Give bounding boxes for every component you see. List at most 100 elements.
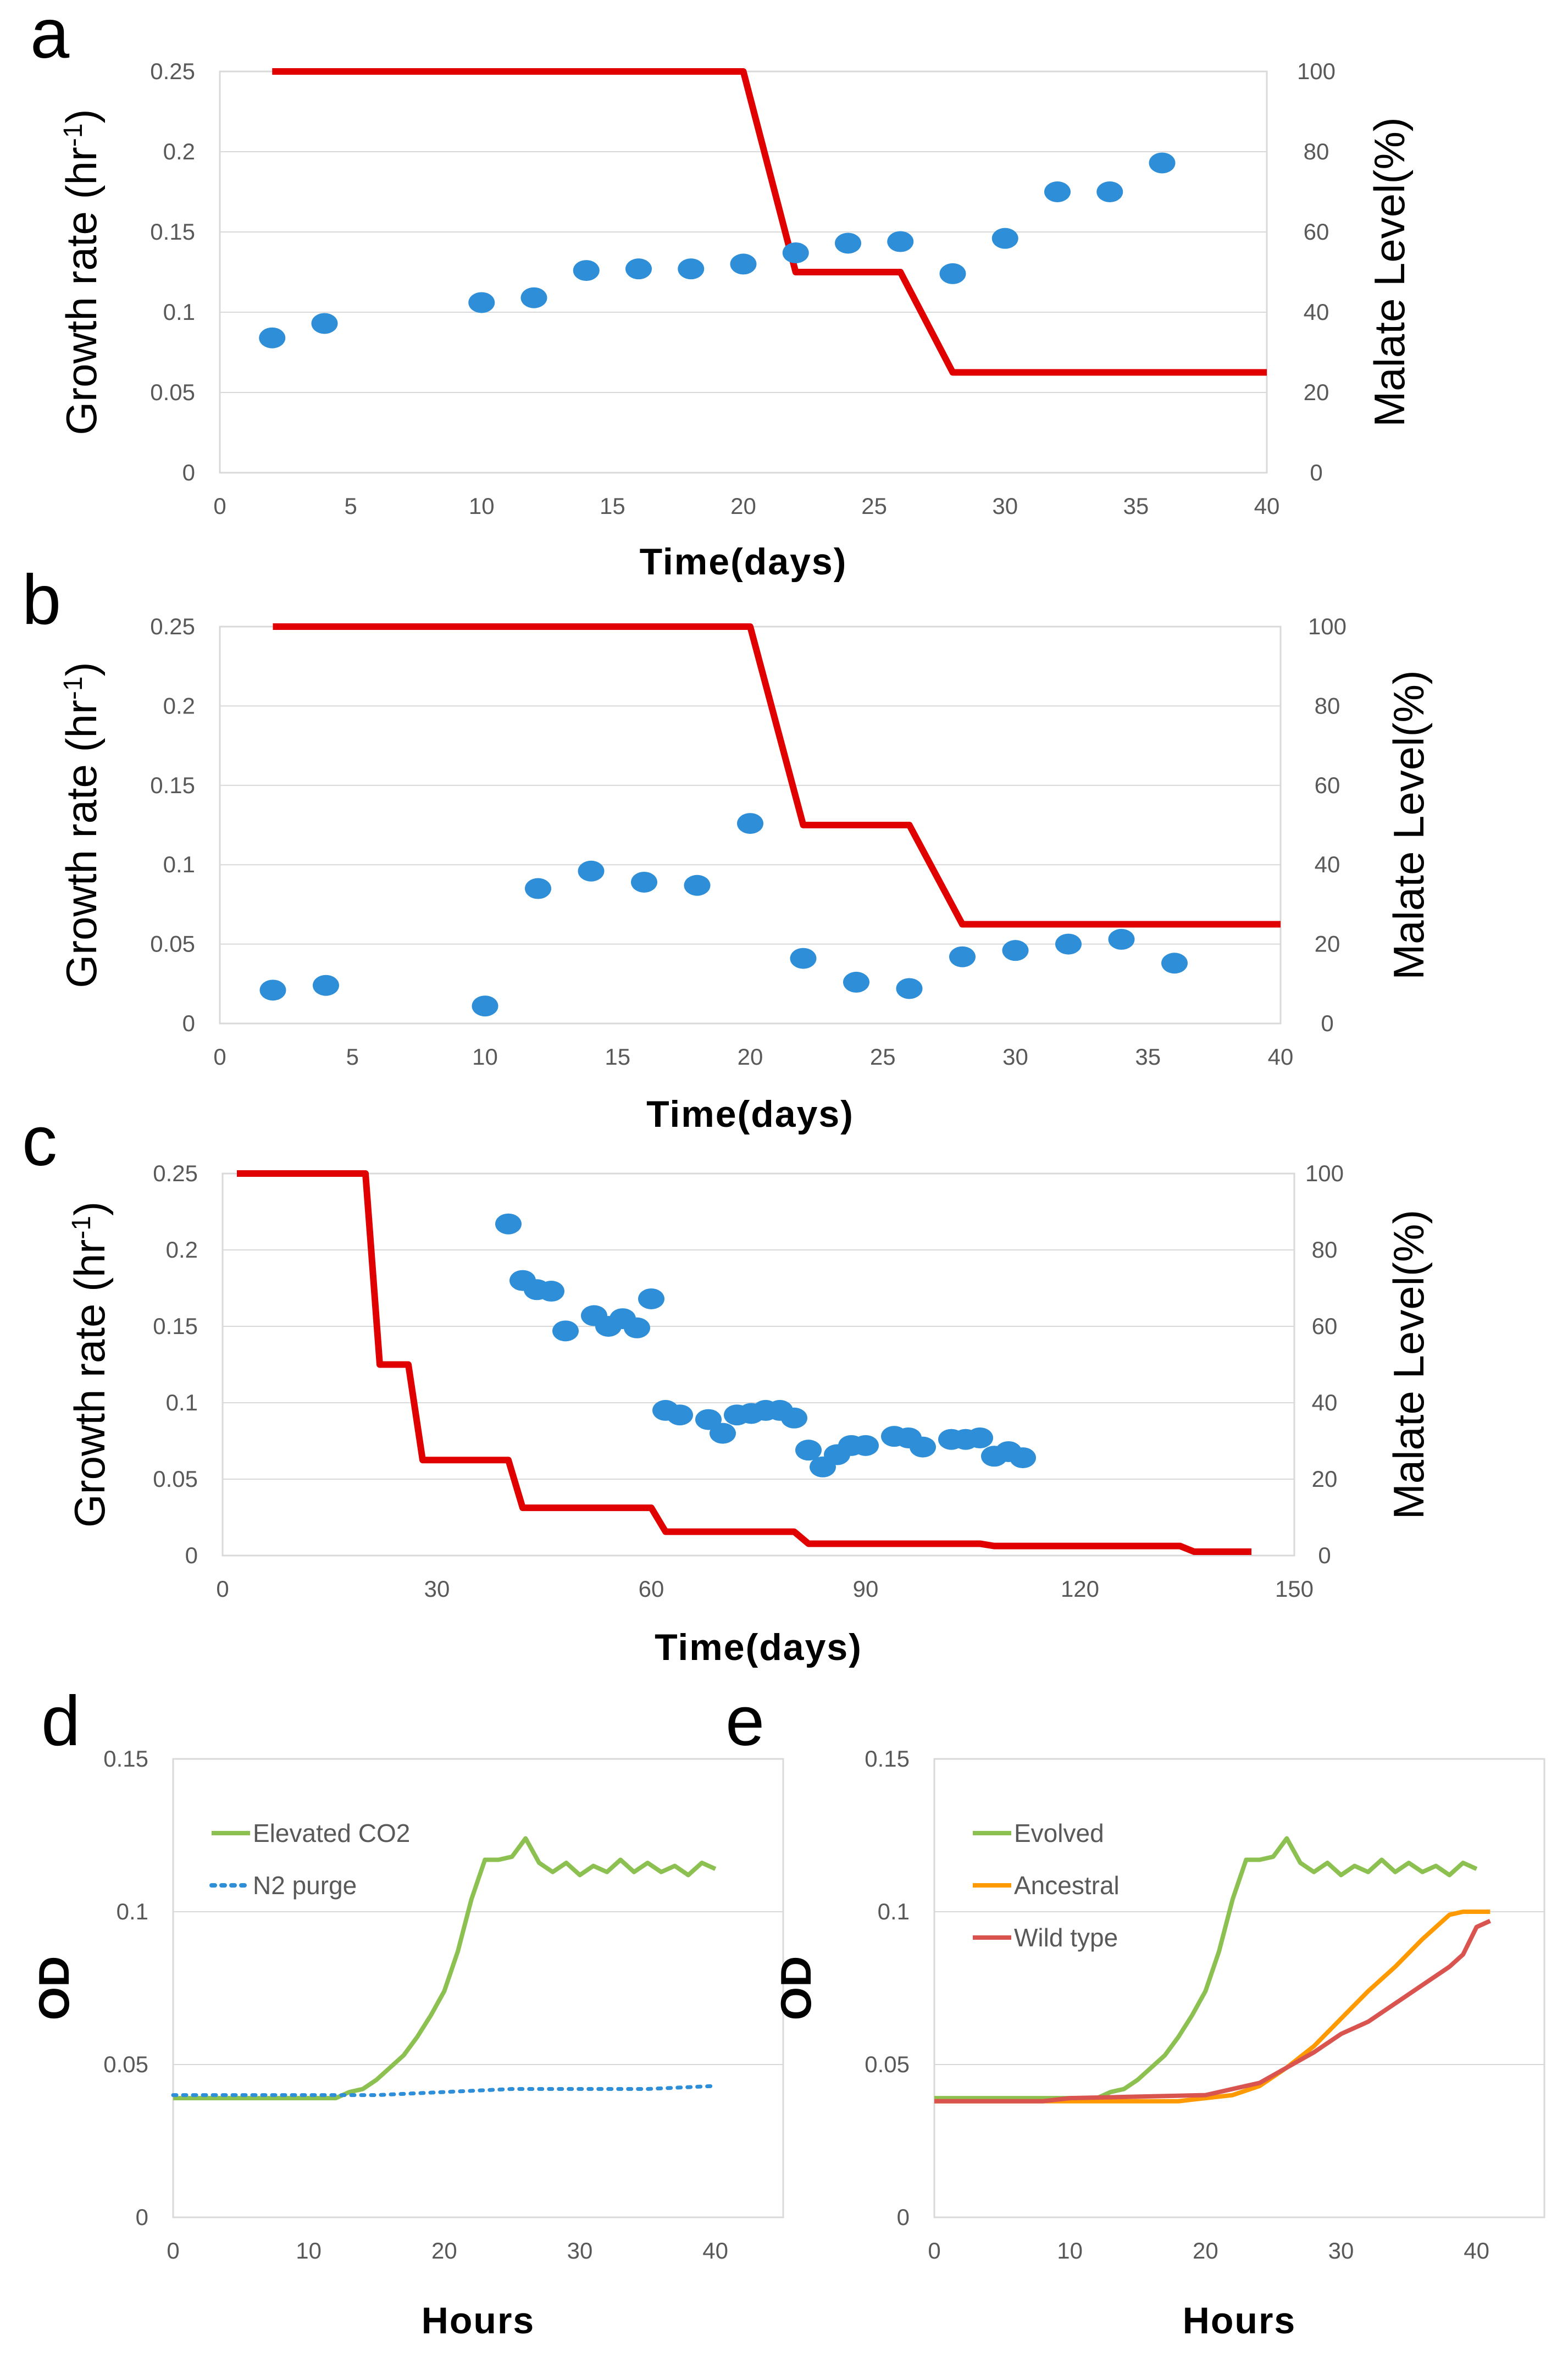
x-tick-label: 30 bbox=[1002, 1044, 1028, 1070]
y2-tick-label: 20 bbox=[1304, 379, 1329, 405]
y2-axis-title: Malate Level(%) bbox=[1365, 117, 1414, 427]
x-tick-label: 15 bbox=[600, 493, 625, 519]
growth-rate-point bbox=[624, 1317, 650, 1338]
y-axis-title: Growth rate (hr-1) bbox=[65, 1202, 114, 1528]
y-tick-label: 0.05 bbox=[150, 379, 195, 405]
growth-rate-point bbox=[737, 813, 763, 834]
y-axis-title: OD bbox=[772, 1956, 820, 2021]
x-tick-label: 10 bbox=[296, 2238, 322, 2264]
growth-rate-point bbox=[910, 1436, 936, 1458]
x-tick-label: 30 bbox=[424, 1576, 450, 1602]
growth-rate-point bbox=[896, 978, 923, 999]
y-tick-label: 0.2 bbox=[166, 1237, 198, 1263]
x-tick-label: 40 bbox=[1268, 1044, 1294, 1070]
panel-label-d: d bbox=[41, 1682, 80, 1761]
growth-rate-point bbox=[552, 1320, 579, 1342]
growth-rate-point bbox=[313, 975, 339, 996]
growth-rate-point bbox=[730, 253, 757, 275]
od-series-line bbox=[173, 1836, 717, 2101]
growth-rate-point bbox=[1044, 181, 1071, 202]
growth-rate-point bbox=[520, 287, 547, 308]
y2-tick-label: 100 bbox=[1308, 613, 1347, 639]
x-tick-label: 20 bbox=[431, 2238, 457, 2264]
growth-rate-point bbox=[625, 258, 652, 280]
y-tick-label: 0 bbox=[136, 2204, 148, 2230]
growth-rate-point bbox=[678, 258, 705, 280]
x-tick-label: 40 bbox=[702, 2238, 728, 2264]
x-tick-label: 0 bbox=[167, 2238, 179, 2264]
growth-rate-point bbox=[852, 1435, 879, 1456]
malate-level-line bbox=[237, 1170, 1251, 1556]
legend-label: N2 purge bbox=[253, 1871, 357, 1900]
y2-axis-title: Malate Level(%) bbox=[1384, 670, 1433, 980]
x-tick-label: 30 bbox=[992, 493, 1018, 519]
x-tick-label: 0 bbox=[216, 1576, 229, 1602]
y2-tick-label: 0 bbox=[1318, 1542, 1331, 1568]
growth-rate-point bbox=[468, 292, 495, 313]
growth-rate-point bbox=[790, 948, 817, 969]
y2-tick-label: 60 bbox=[1312, 1313, 1338, 1339]
malate-level-line bbox=[272, 68, 1267, 376]
y2-tick-label: 80 bbox=[1312, 1237, 1338, 1263]
y2-tick-label: 80 bbox=[1315, 693, 1340, 718]
y2-tick-label: 0 bbox=[1321, 1010, 1333, 1036]
y-tick-label: 0 bbox=[185, 1542, 198, 1568]
x-axis-title: Hours bbox=[1183, 2300, 1296, 2342]
y-tick-label: 0.05 bbox=[153, 1466, 198, 1492]
growth-rate-point bbox=[887, 231, 914, 252]
growth-rate-point bbox=[991, 228, 1018, 249]
growth-rate-point bbox=[695, 1409, 722, 1430]
x-tick-label: 30 bbox=[567, 2238, 593, 2264]
malate-level-line bbox=[273, 623, 1281, 928]
growth-rate-point bbox=[835, 233, 861, 254]
y2-tick-label: 20 bbox=[1315, 931, 1340, 957]
growth-rate-point bbox=[782, 242, 809, 263]
x-tick-label: 30 bbox=[1328, 2238, 1354, 2264]
x-tick-label: 150 bbox=[1275, 1576, 1314, 1602]
x-axis-title: Time(days) bbox=[640, 541, 847, 583]
x-tick-label: 0 bbox=[213, 1044, 226, 1070]
growth-rate-point bbox=[684, 875, 711, 896]
y2-tick-label: 100 bbox=[1305, 1160, 1344, 1186]
x-tick-label: 20 bbox=[730, 493, 756, 519]
y2-tick-label: 0 bbox=[1310, 460, 1322, 485]
y2-tick-label: 40 bbox=[1315, 851, 1340, 877]
legend-label: Wild type bbox=[1014, 1923, 1118, 1952]
growth-rate-point bbox=[949, 946, 976, 967]
x-tick-label: 5 bbox=[346, 1044, 359, 1070]
x-tick-label: 0 bbox=[928, 2238, 940, 2264]
x-tick-label: 40 bbox=[1254, 493, 1280, 519]
x-tick-label: 25 bbox=[861, 493, 887, 519]
growth-rate-point bbox=[259, 979, 286, 1001]
y-tick-label: 0.2 bbox=[163, 693, 195, 718]
x-tick-label: 25 bbox=[870, 1044, 896, 1070]
growth-rate-point bbox=[939, 263, 966, 284]
x-tick-label: 40 bbox=[1464, 2238, 1489, 2264]
x-tick-label: 5 bbox=[344, 493, 357, 519]
y2-tick-label: 60 bbox=[1315, 772, 1340, 798]
y2-tick-label: 40 bbox=[1312, 1390, 1338, 1415]
x-tick-label: 0 bbox=[213, 493, 226, 519]
growth-rate-point bbox=[1055, 933, 1082, 955]
growth-rate-point bbox=[1010, 1447, 1036, 1469]
panel-label-b: b bbox=[22, 561, 61, 639]
x-tick-label: 120 bbox=[1061, 1576, 1099, 1602]
panel-c-growth-malate-chart: 00.050.10.150.20.250 30 60 90 120 15002040608… bbox=[65, 1160, 1433, 1668]
y-axis-title: OD bbox=[30, 1956, 78, 2021]
y-tick-label: 0.15 bbox=[150, 219, 195, 245]
panel-b-growth-malate-chart: 0 0.05 0.1 0.15 0.2 0.25 0 5 10 15 20 25 30 35 40 0 20 40… bbox=[57, 613, 1433, 1135]
y2-tick-label: 60 bbox=[1304, 219, 1329, 245]
y-tick-label: 0 bbox=[182, 460, 195, 485]
y-tick-label: 0.15 bbox=[150, 772, 195, 798]
growth-rate-point bbox=[573, 260, 600, 281]
od-series-line bbox=[934, 1919, 1491, 2104]
x-tick-label: 35 bbox=[1123, 493, 1149, 519]
growth-rate-point bbox=[311, 313, 338, 334]
y-axis-title: Growth rate (hr-1) bbox=[57, 662, 106, 988]
growth-rate-point bbox=[525, 878, 551, 899]
growth-rate-point bbox=[1161, 953, 1188, 974]
x-axis-title: Time(days) bbox=[646, 1093, 854, 1135]
growth-rate-point bbox=[538, 1281, 564, 1302]
y-tick-label: 0.1 bbox=[163, 851, 195, 877]
